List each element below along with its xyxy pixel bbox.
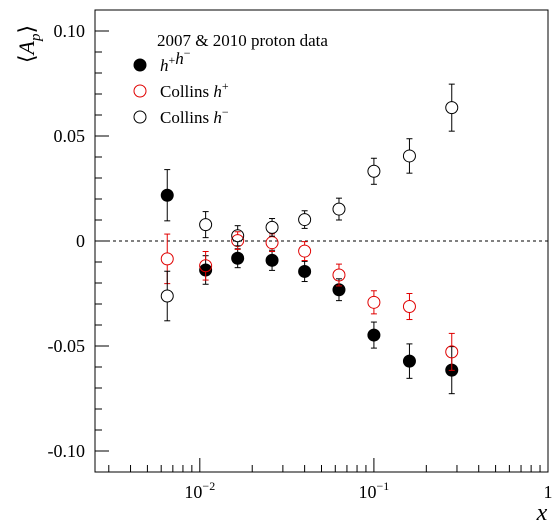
y-tick-label: -0.10 (48, 441, 86, 461)
marker-open (199, 259, 213, 273)
legend-entry: Collins h+ (133, 79, 229, 101)
legend-entry: Collins h− (133, 105, 229, 127)
legend-marker (133, 84, 147, 98)
marker-filled (367, 328, 381, 342)
marker-open (298, 213, 312, 227)
legend: 2007 & 2010 proton data h+h− Collins h+ Co… (133, 31, 328, 127)
marker-open (160, 289, 174, 303)
y-axis-title: ⟨Ap⟩ (14, 25, 44, 63)
x-tick-label: 10−2 (184, 479, 215, 502)
marker-open (402, 149, 416, 163)
data-point (298, 260, 312, 283)
legend-label: h+h− (160, 46, 191, 75)
y-axis: 0.10 0.05 0 -0.05 -0.10 (48, 9, 109, 473)
x-axis: 10−2 10−1 1 (108, 458, 553, 502)
marker-open (332, 202, 346, 216)
x-tick-label: 10−1 (359, 479, 390, 502)
marker-filled (231, 251, 245, 265)
y-tick-label: -0.05 (48, 336, 86, 356)
data-point (265, 218, 279, 237)
data-point (445, 83, 459, 132)
legend-marker (133, 58, 147, 72)
marker-open (231, 234, 245, 248)
y-axis-title-text: ⟨Ap⟩ (14, 25, 44, 63)
marker-open (298, 244, 312, 258)
data-point (298, 241, 312, 262)
marker-open (402, 300, 416, 314)
axis-titles: x ⟨Ap⟩ (14, 25, 548, 526)
x-axis-title: x (536, 500, 548, 526)
marker-filled (160, 188, 174, 202)
marker-open (265, 236, 279, 250)
y-tick-label: 0.05 (54, 126, 86, 146)
marker-open (160, 252, 174, 266)
legend-marker (133, 110, 147, 124)
marker-open (367, 295, 381, 309)
data-point (332, 263, 346, 287)
marker-open (265, 220, 279, 234)
y-tick-label: 0.10 (54, 21, 86, 41)
data-point (231, 231, 245, 250)
marker-open (199, 218, 213, 232)
x-tick-label: 1 (544, 482, 553, 502)
data-point (402, 138, 416, 174)
data-point (160, 169, 174, 222)
series-2 (160, 231, 459, 371)
data-point (367, 157, 381, 185)
data-point (402, 293, 416, 321)
data-point (199, 211, 213, 239)
legend-entry: h+h− (133, 46, 191, 75)
series-3 (160, 83, 459, 322)
marker-filled (265, 253, 279, 267)
marker-open (445, 345, 459, 359)
data-point (367, 321, 381, 349)
legend-label: Collins h− (160, 105, 229, 127)
data-point (231, 225, 245, 247)
marker-filled (402, 354, 416, 368)
y-tick-label: 0 (76, 231, 85, 251)
series-1 (160, 169, 459, 395)
data-point (265, 249, 279, 271)
data-point (445, 332, 459, 371)
data-point (199, 251, 213, 281)
marker-open (445, 101, 459, 115)
legend-label: Collins h+ (160, 79, 229, 101)
data-markers (160, 83, 459, 395)
marker-open (367, 164, 381, 178)
data-point (231, 248, 245, 269)
data-point (402, 343, 416, 379)
data-point (367, 290, 381, 315)
data-point (160, 270, 174, 322)
data-point (298, 210, 312, 229)
legend-title: 2007 & 2010 proton data (157, 31, 328, 50)
marker-open (332, 268, 346, 282)
marker-filled (298, 264, 312, 278)
marker-open (231, 229, 245, 243)
data-point (332, 197, 346, 221)
